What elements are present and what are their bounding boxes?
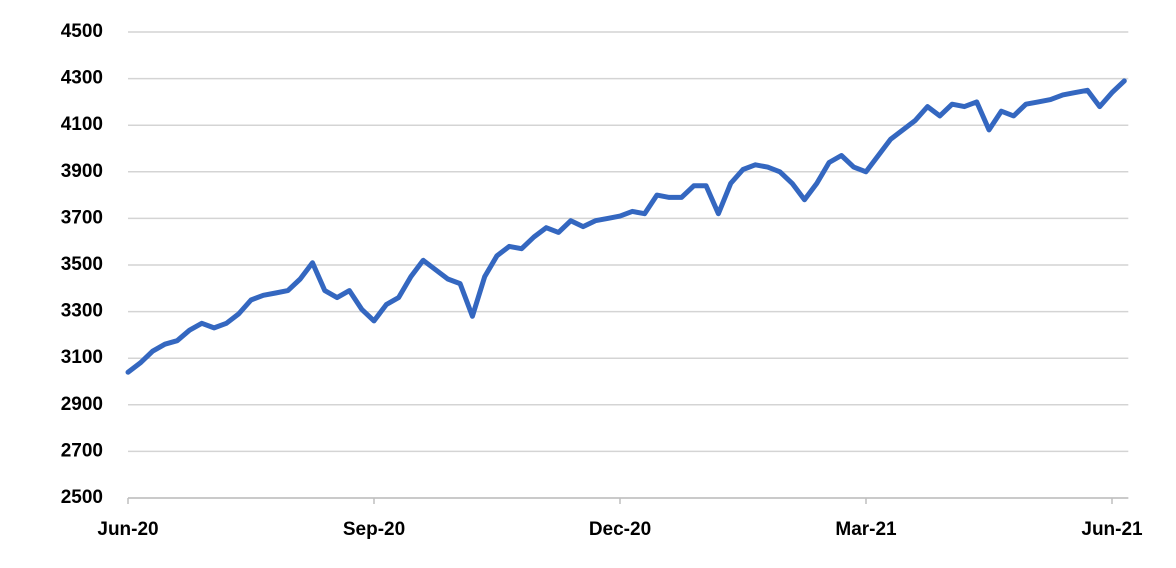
y-tick-label: 3500 [61,254,103,275]
y-tick-label: 4300 [61,68,103,89]
y-tick-label: 4100 [61,114,103,135]
x-tick-label: Dec-20 [589,519,651,540]
y-tick-label: 3700 [61,207,103,228]
y-tick-label: 3300 [61,301,103,322]
y-tick-label: 2900 [61,394,103,415]
y-tick-label: 2700 [61,440,103,461]
x-tick-label: Jun-20 [97,519,158,540]
y-tick-label: 3100 [61,347,103,368]
x-tick-label: Mar-21 [835,519,897,540]
y-tick-label: 2500 [61,487,103,508]
x-tick-label: Sep-20 [343,519,405,540]
y-tick-label: 3900 [61,161,103,182]
x-tick-label: Jun-21 [1081,519,1143,540]
y-tick-label: 4500 [61,21,103,42]
line [125,78,1127,375]
